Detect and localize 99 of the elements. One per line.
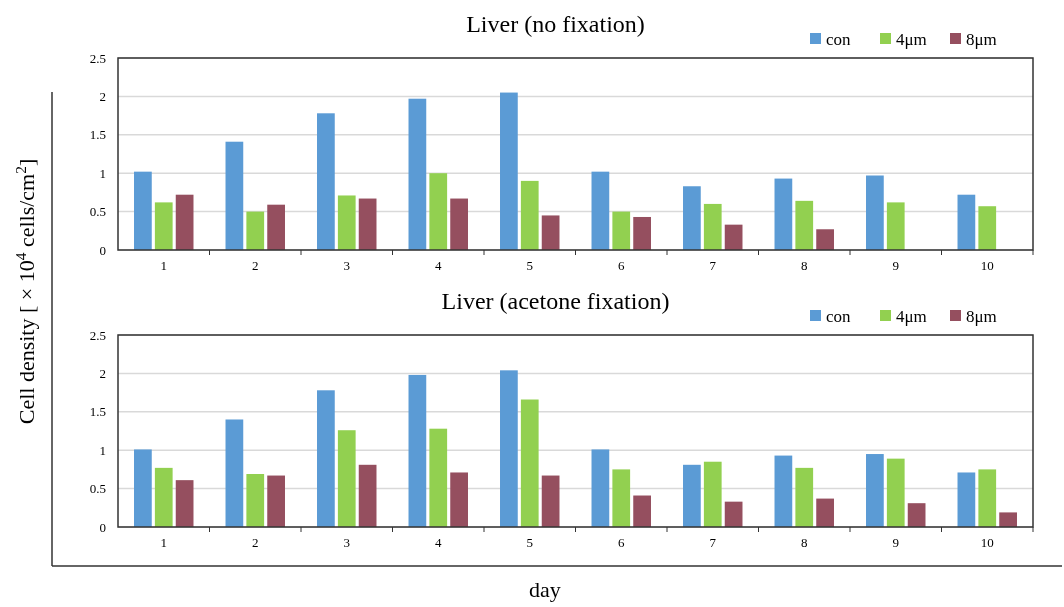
legend-label: con <box>826 306 852 326</box>
y-tick-label: 2.5 <box>89 50 106 66</box>
bar <box>633 216 651 250</box>
x-tick-label: 4 <box>435 535 442 550</box>
bar <box>591 449 610 527</box>
bar <box>816 229 834 250</box>
bar <box>591 171 610 250</box>
legend-label: 4μm <box>896 306 927 326</box>
bar <box>225 141 244 250</box>
bar <box>267 204 285 250</box>
legend-label: 4μm <box>896 29 927 49</box>
bar <box>866 175 884 250</box>
y-tick-label: 0 <box>99 242 106 258</box>
x-tick-label: 2 <box>252 258 259 273</box>
bar <box>886 202 905 250</box>
y-tick-label: 0.5 <box>89 204 106 220</box>
bar <box>724 224 743 250</box>
bar <box>907 503 926 527</box>
bar <box>450 198 468 250</box>
chart-title: Liver (no fixation) <box>466 11 645 37</box>
bar <box>225 419 244 527</box>
bar <box>134 449 152 527</box>
y-tick-label: 1.5 <box>89 404 106 420</box>
bar <box>450 472 468 527</box>
x-tick-label: 9 <box>892 535 899 550</box>
bar <box>175 194 194 250</box>
x-tick-label: 6 <box>618 535 625 550</box>
bar <box>429 173 448 250</box>
y-tick-label: 1.5 <box>89 127 106 143</box>
bar <box>774 455 793 527</box>
bar <box>999 512 1017 527</box>
bar <box>541 215 560 250</box>
bar <box>317 390 335 527</box>
bar <box>633 495 651 527</box>
chart-title: Liver (acetone fixation) <box>441 288 670 314</box>
bar <box>774 178 793 250</box>
legend-label: con <box>826 29 852 49</box>
x-tick-label: 1 <box>160 258 167 273</box>
bar <box>154 467 173 527</box>
x-tick-label: 3 <box>343 535 350 550</box>
bar <box>500 92 518 250</box>
bar <box>500 370 518 527</box>
bar <box>703 461 722 527</box>
bar <box>683 186 701 250</box>
x-tick-label: 8 <box>801 258 808 273</box>
bar <box>886 458 905 527</box>
y-tick-label: 2 <box>99 88 106 104</box>
bar <box>724 501 743 527</box>
y-tick-label: 1 <box>99 165 106 181</box>
x-tick-label: 2 <box>252 535 259 550</box>
bar <box>337 430 356 527</box>
x-tick-label: 7 <box>709 535 717 550</box>
bar <box>246 474 265 527</box>
y-tick-label: 1 <box>99 442 106 458</box>
y-tick-label: 2 <box>99 365 106 381</box>
bar <box>816 498 834 527</box>
bar <box>429 428 448 527</box>
x-tick-label: 6 <box>618 258 625 273</box>
x-tick-label: 9 <box>892 258 899 273</box>
bar <box>317 113 335 250</box>
bar <box>612 211 631 250</box>
x-axis-title: day <box>529 577 561 602</box>
bar <box>154 202 173 250</box>
x-tick-label: 1 <box>160 535 167 550</box>
bar <box>246 211 265 250</box>
bar <box>978 469 997 527</box>
x-tick-label: 10 <box>980 258 994 273</box>
bar <box>795 467 814 527</box>
bar <box>134 171 152 250</box>
bar <box>337 195 356 250</box>
x-tick-label: 4 <box>435 258 442 273</box>
bar <box>358 198 377 250</box>
bar <box>683 464 701 527</box>
bar <box>978 206 997 250</box>
y-tick-label: 0 <box>99 519 106 535</box>
bar <box>866 454 884 527</box>
bar <box>520 399 539 527</box>
y-tick-label: 2.5 <box>89 327 106 343</box>
bar <box>175 480 194 527</box>
x-tick-label: 5 <box>526 535 533 550</box>
x-tick-label: 5 <box>526 258 533 273</box>
y-tick-label: 0.5 <box>89 481 106 497</box>
bar <box>957 194 976 250</box>
x-tick-label: 10 <box>980 535 994 550</box>
bar <box>267 475 285 527</box>
bar <box>408 374 427 527</box>
x-tick-label: 3 <box>343 258 350 273</box>
x-tick-label: 7 <box>709 258 717 273</box>
bar <box>541 475 560 527</box>
legend-label: 8μm <box>966 29 997 49</box>
x-tick-label: 8 <box>801 535 808 550</box>
bar <box>957 472 976 527</box>
legend-label: 8μm <box>966 306 997 326</box>
bar <box>612 469 631 527</box>
bar <box>408 98 427 250</box>
bar <box>703 203 722 250</box>
bar <box>795 200 814 250</box>
bar <box>520 180 539 250</box>
bar <box>358 464 377 527</box>
